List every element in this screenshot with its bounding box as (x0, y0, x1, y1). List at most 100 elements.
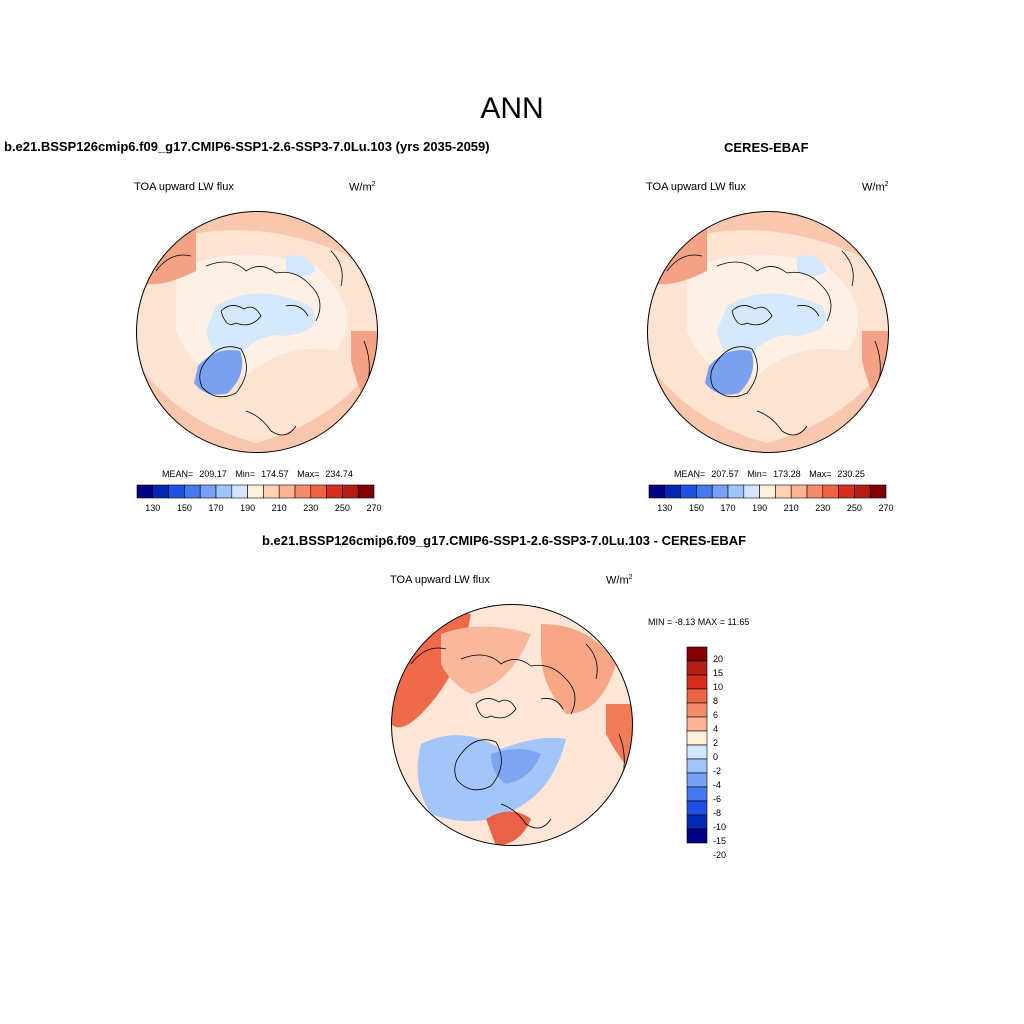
test-colorbar-tick-label: 270 (366, 503, 382, 513)
diff-colorbar-box (686, 660, 708, 676)
obs-colorbar-box (648, 484, 666, 499)
coastline (500, 803, 552, 829)
coastline (155, 254, 192, 272)
coastline (199, 346, 247, 398)
obs-colorbar-tick-label: 190 (752, 503, 768, 513)
obs-colorbar-tick-label: 150 (688, 503, 704, 513)
abs-arctic-ice-field (717, 293, 827, 361)
abs-pacific-warm-patch (647, 211, 707, 285)
diff-colorbar-box (686, 702, 708, 718)
obs-colorbar-box (664, 484, 681, 499)
test-colorbar-box (263, 484, 280, 499)
test-colorbar-box (278, 484, 296, 499)
diff-diff-scandinavia-positive (486, 811, 531, 846)
coastline (796, 305, 820, 317)
obs-colorbar-box (806, 484, 824, 499)
diff-colorbar-label: -10 (713, 822, 727, 832)
diff-variable-label: TOA upward LW flux (390, 574, 490, 586)
obs-colorbar-box (838, 484, 855, 499)
coastline (220, 305, 262, 326)
obs-stats: MEAN= 207.57 Min= 173.28 Max= 230.25 (674, 469, 865, 479)
coastline (716, 261, 832, 322)
diff-colorbar-box (686, 772, 708, 788)
diff-colorbar-box (686, 758, 708, 774)
test-colorbar-box (184, 484, 201, 499)
test-colorbar-box (136, 484, 154, 499)
test-colorbar-tick-label: 130 (145, 503, 161, 513)
diff-diff-eastern-positive (606, 704, 633, 774)
coastline (710, 346, 758, 398)
coastline (205, 261, 321, 322)
obs-colorbar-box (743, 484, 760, 499)
diff-units: W/m2 (606, 574, 633, 587)
diff-colorbar-label: 0 (713, 752, 719, 762)
diff-colorbar-box (686, 786, 708, 802)
abs-siberian-cold-patch (286, 255, 316, 276)
obs-colorbar-tick-label: 170 (720, 503, 736, 513)
coastline (460, 654, 576, 715)
coastline (285, 305, 309, 317)
diff-colorbar-label: 8 (713, 696, 719, 706)
test-colorbar-box (215, 484, 233, 499)
diff-minmax: MIN = -8.13 MAX = 11.65 (648, 617, 750, 627)
diff-colorbar-box (686, 828, 708, 844)
diff-colorbar-label: 15 (713, 668, 724, 678)
test-units: W/m2 (349, 181, 376, 194)
test-colorbar-tick-label: 250 (334, 503, 350, 513)
diff-colorbar-label: 10 (713, 682, 724, 692)
test-colorbar-tick-label: 210 (271, 503, 287, 513)
diff-diff-beringia-positive (441, 626, 531, 694)
test-stats: MEAN= 209.17 Min= 174.57 Max= 234.74 (162, 469, 353, 479)
test-colorbar-box (326, 484, 343, 499)
coastline (454, 739, 502, 791)
diff-colorbar-label: -6 (713, 794, 722, 804)
obs-colorbar-tick-label: 130 (657, 503, 673, 513)
diff-colorbar-label: -4 (713, 780, 722, 790)
diff-colorbar-labels: 20 15 10 8 6 4 2 0 -2 -4 -6 -8 -10 -15 -20 (711, 647, 751, 860)
obs-colorbar-ticks: 130 150 170 190 210 230 250 270 (649, 503, 893, 515)
coastline (330, 250, 343, 287)
diff-colorbar-label: 6 (713, 710, 719, 720)
diff-colorbar-label: 2 (713, 738, 719, 748)
obs-colorbar-tick-label: 210 (783, 503, 799, 513)
diff-colorbar (686, 646, 708, 844)
coastline (475, 698, 517, 719)
test-colorbar-box (294, 484, 312, 499)
map-border (136, 211, 378, 453)
obs-colorbar-box (790, 484, 808, 499)
obs-colorbar-box (680, 484, 697, 499)
diff-colorbar-box (686, 688, 708, 704)
main-title: ANN (480, 92, 544, 125)
obs-panel-title: CERES-EBAF (724, 140, 809, 155)
diff-colorbar-box (686, 814, 708, 830)
diff-colorbar-label: -15 (713, 836, 727, 846)
test-colorbar-box (342, 484, 359, 499)
test-colorbar-box (231, 484, 248, 499)
diff-colorbar-label: 4 (713, 724, 719, 734)
obs-colorbar-tick-label: 230 (815, 503, 831, 513)
coastline (410, 647, 447, 665)
map-border (391, 604, 633, 846)
obs-units: W/m2 (862, 181, 889, 194)
test-colorbar-box (199, 484, 217, 499)
diff-colorbar-box (686, 646, 708, 662)
obs-colorbar-tick-label: 270 (878, 503, 894, 513)
test-polar-map (136, 211, 378, 453)
abs-pacific-warm-patch (136, 211, 196, 285)
obs-colorbar-box (869, 484, 887, 499)
diff-colorbar-box (686, 730, 708, 746)
obs-colorbar-box (727, 484, 745, 499)
obs-colorbar-box (711, 484, 729, 499)
test-colorbar-tick-label: 230 (303, 503, 319, 513)
coastline (841, 250, 854, 287)
coastline (585, 643, 598, 680)
diff-colorbar-box (686, 674, 708, 690)
abs-arctic-ice-field (206, 293, 316, 361)
abs-siberian-cold-patch (797, 255, 827, 276)
obs-colorbar-box (759, 484, 776, 499)
test-variable-label: TOA upward LW flux (134, 181, 234, 193)
diff-polar-map (391, 604, 633, 846)
diff-colorbar-box (686, 744, 708, 760)
test-colorbar-box (310, 484, 327, 499)
obs-colorbar-box (822, 484, 839, 499)
